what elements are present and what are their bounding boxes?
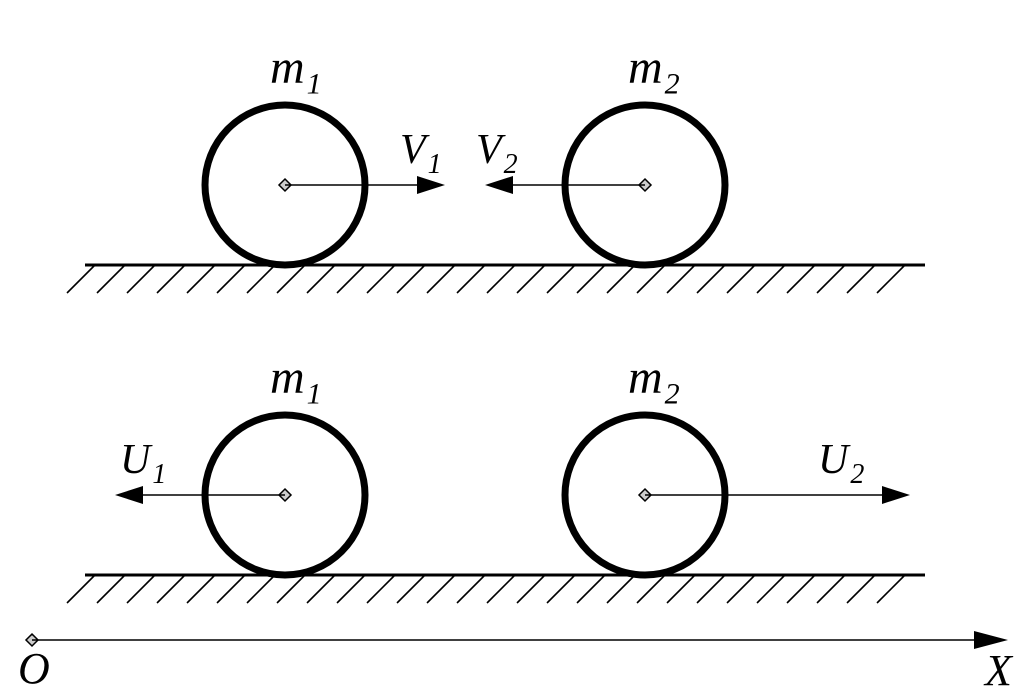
ground-hatching-after — [67, 575, 905, 603]
physics-diagram: m1 V1 m2 V2 m1 U1 m2 U2 O X — [0, 0, 1024, 689]
velocity-arrow-u2 — [645, 486, 910, 504]
velocity-label-u1: U1 — [120, 437, 166, 490]
axis-origin-label: O — [18, 644, 50, 689]
scene-after-collision: m1 U1 m2 U2 — [67, 351, 925, 603]
mass-label-m1-after: m1 — [270, 351, 322, 411]
mass-label-m2-before: m2 — [628, 41, 680, 101]
mass-label-m1-before: m1 — [270, 41, 322, 101]
ground-hatching-before — [67, 265, 905, 293]
axis-arrow — [32, 631, 1008, 649]
mass-label-m2-after: m2 — [628, 351, 680, 411]
scene-before-collision: m1 V1 m2 V2 — [67, 41, 925, 293]
velocity-label-v2: V2 — [476, 127, 518, 180]
velocity-arrow-u1 — [115, 486, 285, 504]
velocity-label-u2: U2 — [818, 437, 864, 490]
x-axis: O X — [18, 631, 1014, 689]
axis-x-label: X — [983, 646, 1014, 689]
velocity-label-v1: V1 — [400, 127, 442, 180]
